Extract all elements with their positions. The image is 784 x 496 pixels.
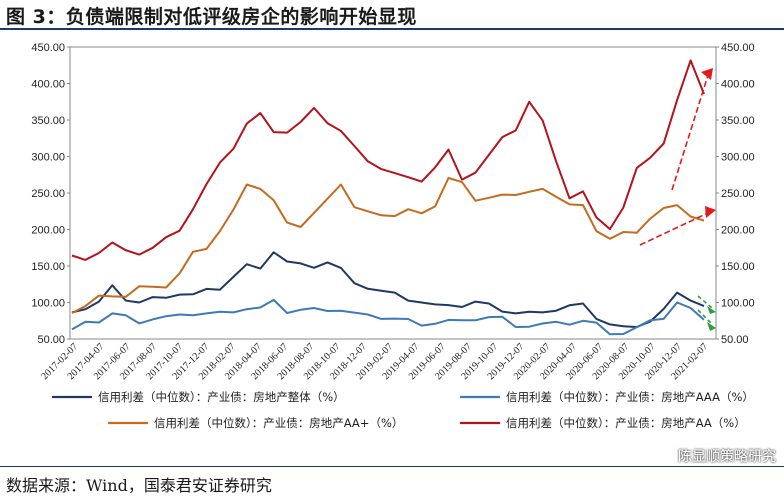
footer-rule <box>0 466 784 467</box>
data-source: 数据来源：Wind，国泰君安证券研究 <box>6 476 272 495</box>
y-right-tick-label: 400.00 <box>721 79 755 91</box>
legend-entry: 信用利差（中位数）：产业债：房地产AAA（%） <box>506 390 754 404</box>
arrow-head-aaplus <box>705 206 716 218</box>
y-right-tick-label: 150.00 <box>721 261 755 273</box>
y-left-tick-label: 200.00 <box>31 225 65 237</box>
watermark: 陈显顺策略研究 <box>678 449 776 465</box>
y-right-tick-label: 450.00 <box>721 42 755 54</box>
y-left-tick-label: 250.00 <box>31 188 65 200</box>
trend-arrow-overall <box>697 295 713 309</box>
legend: 信用利差（中位数）：产业债：房地产整体（%） 信用利差（中位数）：产业债：房地产A… <box>52 390 754 430</box>
arrow-head-overall <box>707 306 716 314</box>
legend-entry: 信用利差（中位数）：产业债：房地产整体（%） <box>98 390 345 404</box>
credit-spread-chart: 450.00 400.00 350.00 300.00 250.00 200.00 150.… <box>31 42 754 430</box>
y-right-tick-label: 100.00 <box>721 298 755 310</box>
series-lines <box>71 59 705 336</box>
y-right-tick-label: 350.00 <box>721 115 755 127</box>
trend-arrows <box>639 68 716 331</box>
legend-entry: 信用利差（中位数）：产业债：房地产AA+（%） <box>154 416 403 430</box>
y-left-tick-label: 50.00 <box>37 334 65 346</box>
y-right-tick-label: 50.00 <box>721 334 749 346</box>
plot-frame <box>69 46 717 340</box>
arrow-head-aa <box>701 68 713 80</box>
series-line-2 <box>71 298 705 336</box>
trend-arrow-aaa <box>697 309 713 325</box>
series-line-1 <box>71 251 705 328</box>
y-left-tick-label: 400.00 <box>31 79 65 91</box>
y-right-tick-label: 250.00 <box>721 188 755 200</box>
y-left-tick-label: 150.00 <box>31 261 65 273</box>
y-left-tick-label: 450.00 <box>31 42 65 54</box>
title-rule <box>0 28 784 30</box>
arrow-head-aaa <box>707 322 716 331</box>
trend-arrow-aa <box>671 71 710 191</box>
y-right-tick-label: 200.00 <box>721 225 755 237</box>
axes: 450.00 400.00 350.00 300.00 250.00 200.00 150.… <box>31 42 754 382</box>
y-left-tick-label: 300.00 <box>31 152 65 164</box>
page-title: 图 3：负债端限制对低评级房企的影响开始显现 <box>6 6 417 28</box>
y-right-tick-label: 300.00 <box>721 152 755 164</box>
series-line-4 <box>71 59 705 261</box>
trend-arrow-aaplus <box>639 211 711 246</box>
legend-entry: 信用利差（中位数）：产业债：房地产AA（%） <box>506 416 746 430</box>
series-line-3 <box>71 177 705 314</box>
y-left-tick-label: 100.00 <box>31 298 65 310</box>
y-left-tick-label: 350.00 <box>31 115 65 127</box>
